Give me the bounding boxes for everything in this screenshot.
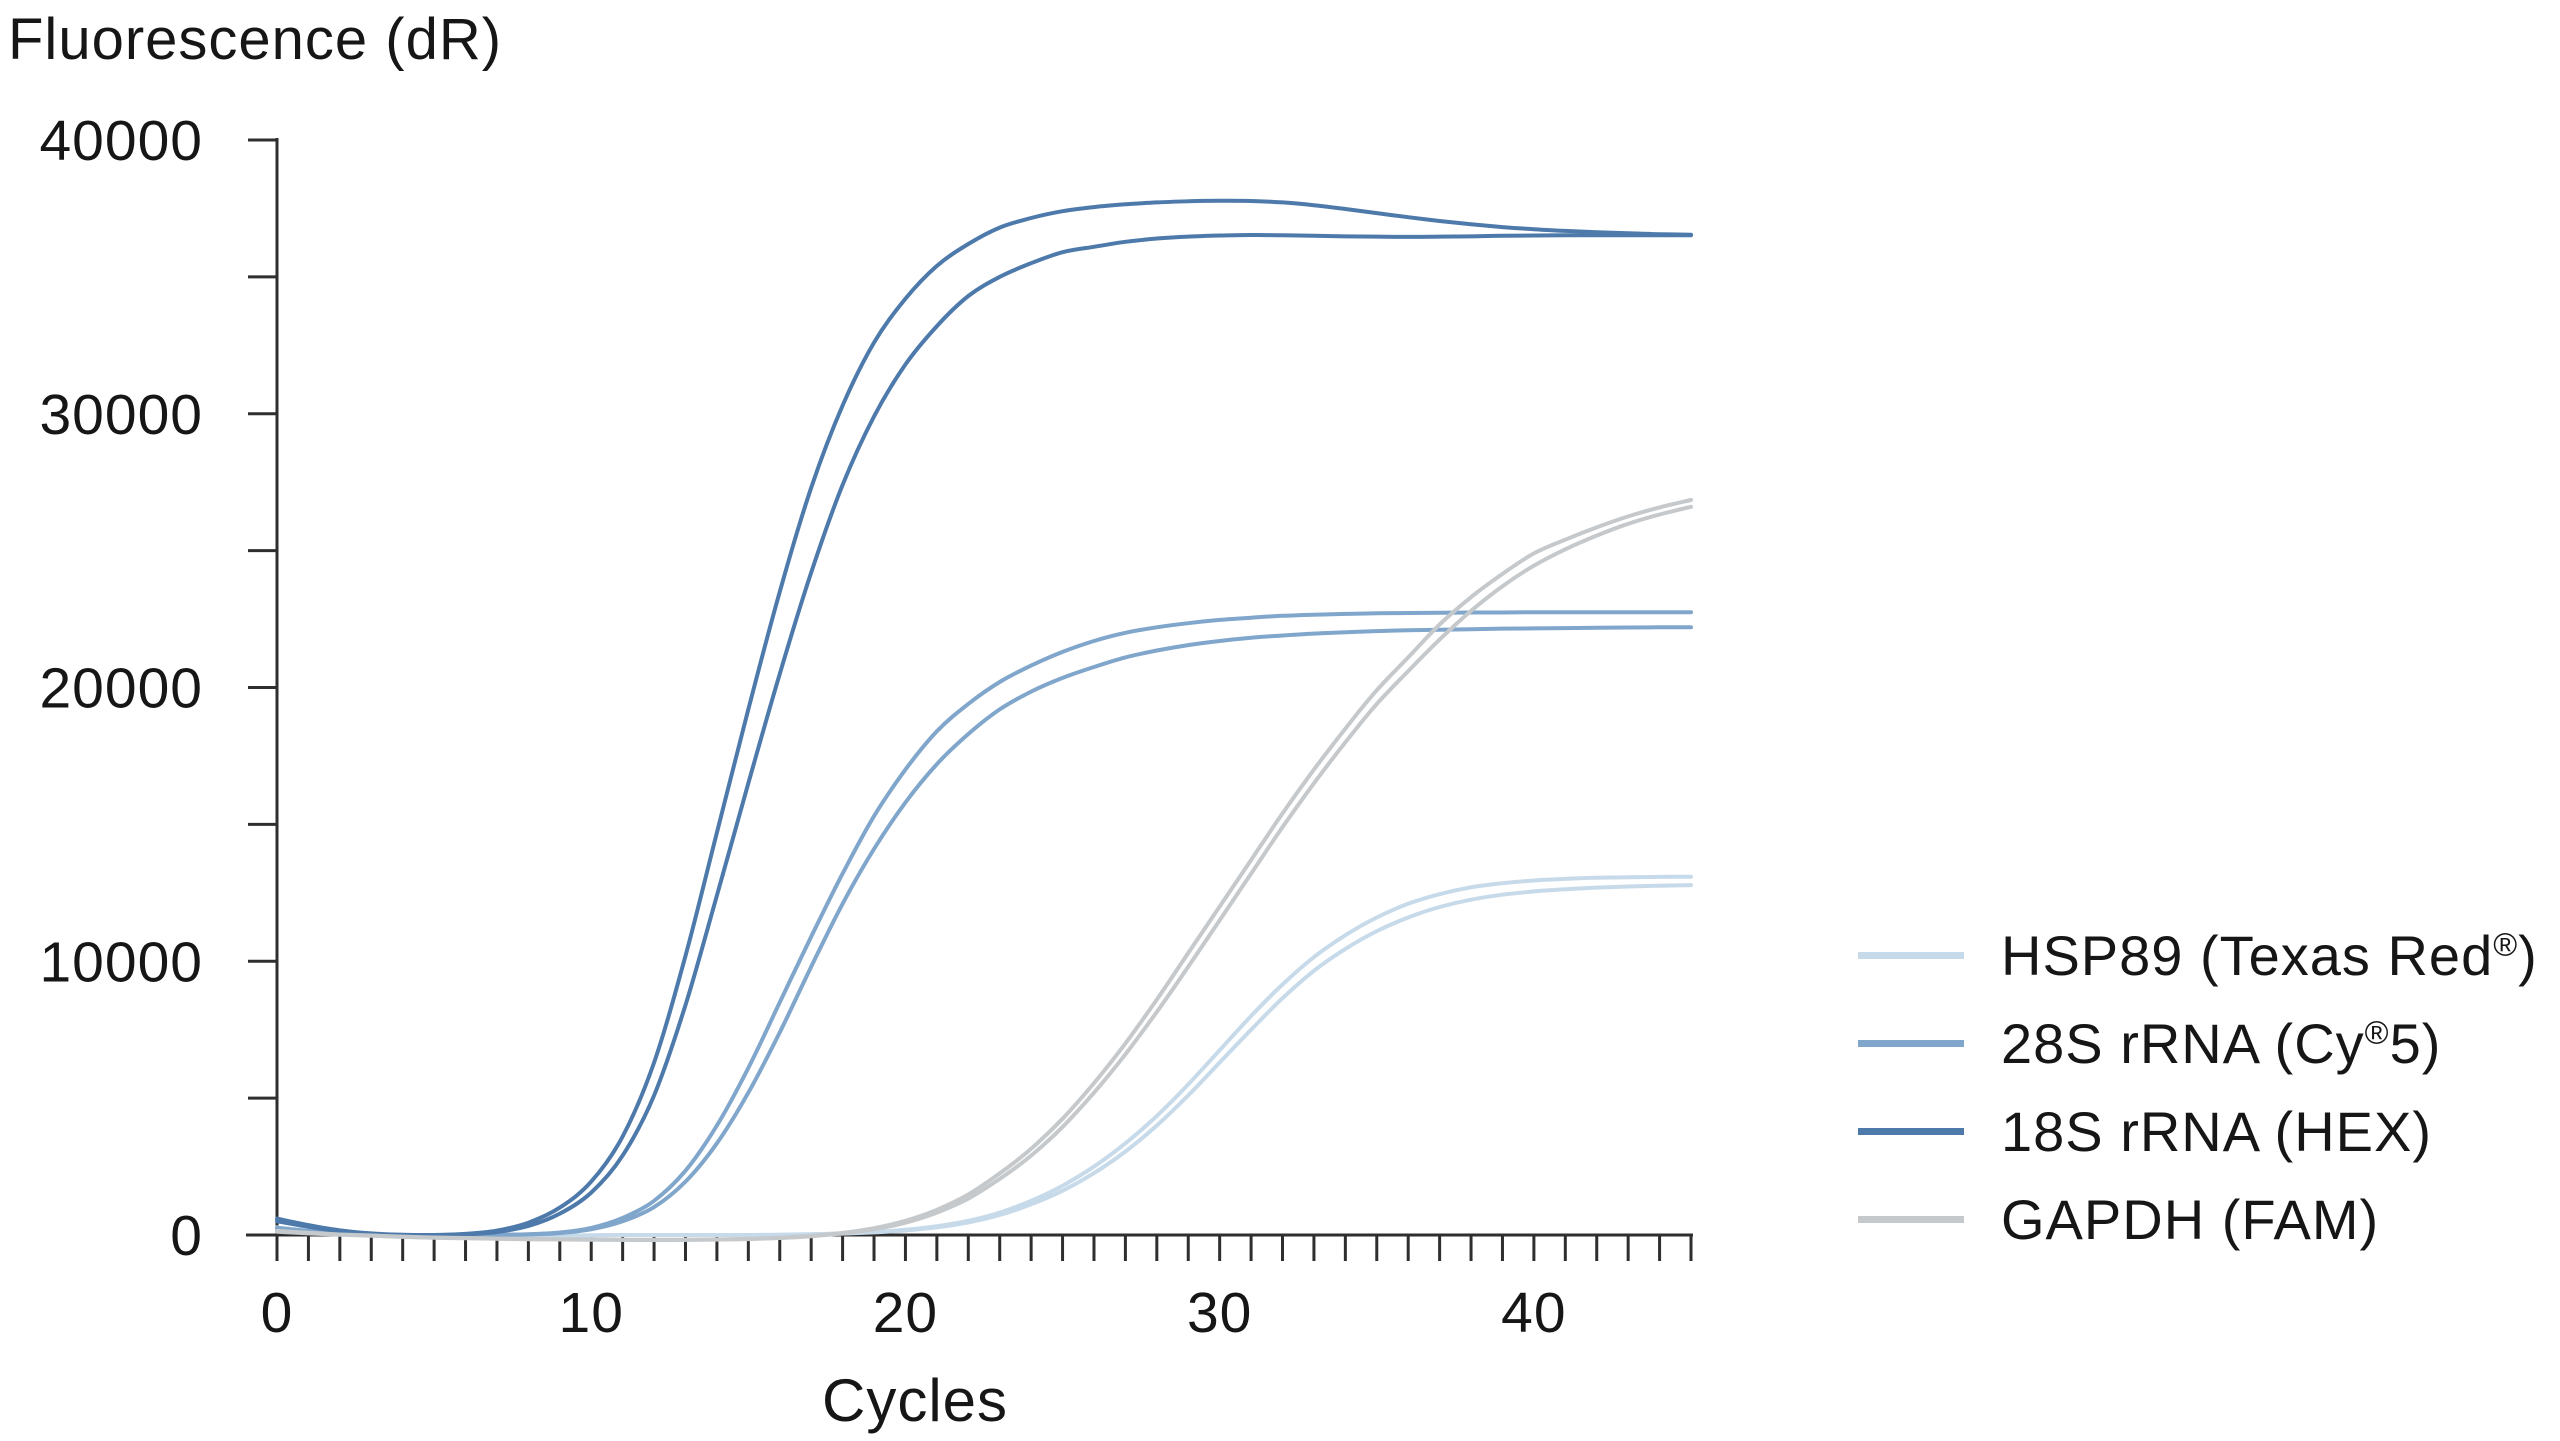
registered-trademark-icon: ®: [2493, 925, 2519, 962]
y-tick-label: 20000: [39, 657, 203, 721]
legend: HSP89 (Texas Red®) 28S rRNA (Cy®5) 18S r…: [1858, 911, 2538, 1263]
y-tick-label: 10000: [39, 930, 203, 994]
legend-label-text: 5): [2389, 1011, 2442, 1075]
registered-trademark-icon: ®: [2364, 1013, 2390, 1050]
x-tick-label: 10: [559, 1281, 624, 1345]
x-tick-label: 0: [261, 1281, 294, 1345]
legend-label-text: ): [2518, 923, 2538, 987]
x-tick-label: 30: [1187, 1281, 1252, 1345]
legend-item-18s-rrna: 18S rRNA (HEX): [1858, 1087, 2538, 1175]
y-tick-label: 40000: [39, 109, 203, 173]
legend-label-text: 18S rRNA (HEX): [2001, 1099, 2432, 1163]
legend-label-text: HSP89 (Texas Red: [2001, 923, 2494, 987]
legend-item-28s-rrna: 28S rRNA (Cy®5): [1858, 999, 2538, 1087]
legend-swatch-hsp89: [1858, 951, 1964, 959]
y-tick-label: 30000: [39, 383, 203, 447]
legend-swatch-18s-rrna: [1858, 1127, 1964, 1135]
x-tick-label: 20: [873, 1281, 938, 1345]
x-tick-label: 40: [1501, 1281, 1566, 1345]
curve-28s-rrna-replicate-1: [275, 610, 1693, 1237]
legend-label-gapdh: GAPDH (FAM): [2001, 1187, 2379, 1252]
curve-18s-rrna-replicate-1: [275, 198, 1693, 1238]
legend-label-text: 28S rRNA (Cy: [2001, 1011, 2365, 1075]
curve-28s-rrna-replicate-2: [275, 625, 1693, 1238]
legend-label-text: GAPDH (FAM): [2001, 1187, 2380, 1251]
legend-label-hsp89: HSP89 (Texas Red®): [2001, 923, 2538, 988]
legend-label-28s-rrna: 28S rRNA (Cy®5): [2001, 1011, 2441, 1076]
x-axis-title: Cycles: [821, 1367, 1009, 1434]
curve-gapdh-replicate-2: [275, 504, 1693, 1242]
legend-item-gapdh: GAPDH (FAM): [1858, 1175, 2538, 1263]
legend-swatch-gapdh: [1858, 1215, 1964, 1223]
curve-18s-rrna-replicate-2: [275, 232, 1693, 1238]
y-axis-title: Fluorescence (dR): [8, 7, 503, 72]
legend-item-hsp89: HSP89 (Texas Red®): [1858, 911, 2538, 999]
legend-label-18s-rrna: 18S rRNA (HEX): [2001, 1099, 2432, 1164]
legend-swatch-28s-rrna: [1858, 1039, 1964, 1047]
y-tick-label: 0: [170, 1204, 203, 1268]
